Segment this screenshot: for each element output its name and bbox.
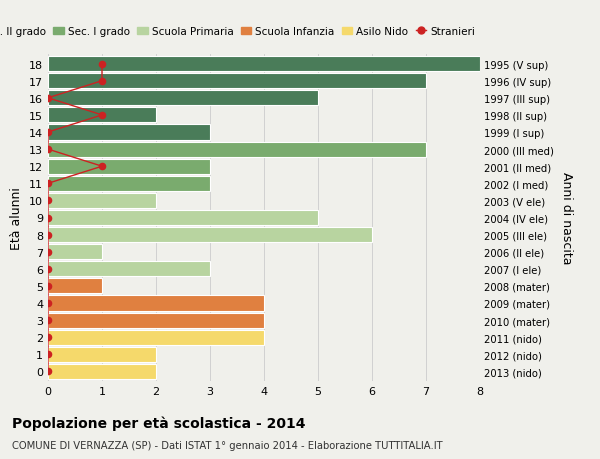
Bar [48, 125, 210, 140]
Point [43, 368, 53, 375]
Point [97, 61, 107, 68]
Text: COMUNE DI VERNAZZA (SP) - Dati ISTAT 1° gennaio 2014 - Elaborazione TUTTITALIA.I: COMUNE DI VERNAZZA (SP) - Dati ISTAT 1° … [12, 440, 443, 450]
Bar [48, 159, 210, 174]
Point [43, 95, 53, 102]
Bar [48, 330, 264, 345]
Point [43, 180, 53, 188]
Bar [48, 211, 318, 225]
Point [43, 146, 53, 153]
Bar [48, 228, 372, 243]
Point [97, 112, 107, 119]
Bar [48, 74, 426, 89]
Point [43, 300, 53, 307]
Point [97, 163, 107, 170]
Bar [48, 57, 480, 72]
Point [43, 231, 53, 239]
Bar [48, 108, 156, 123]
Point [97, 78, 107, 85]
Point [43, 334, 53, 341]
Point [43, 317, 53, 324]
Bar [48, 91, 318, 106]
Bar [48, 176, 210, 191]
Point [43, 214, 53, 222]
Y-axis label: Anni di nascita: Anni di nascita [560, 172, 574, 264]
Bar [48, 193, 156, 208]
Point [43, 351, 53, 358]
Point [43, 129, 53, 136]
Bar [48, 347, 156, 362]
Y-axis label: Età alunni: Età alunni [10, 187, 23, 249]
Bar [48, 262, 210, 277]
Bar [48, 142, 426, 157]
Point [43, 248, 53, 256]
Bar [48, 296, 264, 311]
Point [43, 197, 53, 205]
Text: Popolazione per età scolastica - 2014: Popolazione per età scolastica - 2014 [12, 415, 305, 430]
Bar [48, 245, 102, 260]
Bar [48, 313, 264, 328]
Point [43, 266, 53, 273]
Bar [48, 279, 102, 294]
Legend: Sec. II grado, Sec. I grado, Scuola Primaria, Scuola Infanzia, Asilo Nido, Stran: Sec. II grado, Sec. I grado, Scuola Prim… [0, 23, 479, 41]
Point [43, 283, 53, 290]
Bar [48, 364, 156, 379]
